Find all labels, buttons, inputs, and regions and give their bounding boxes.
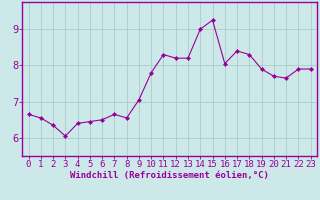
- X-axis label: Windchill (Refroidissement éolien,°C): Windchill (Refroidissement éolien,°C): [70, 171, 269, 180]
